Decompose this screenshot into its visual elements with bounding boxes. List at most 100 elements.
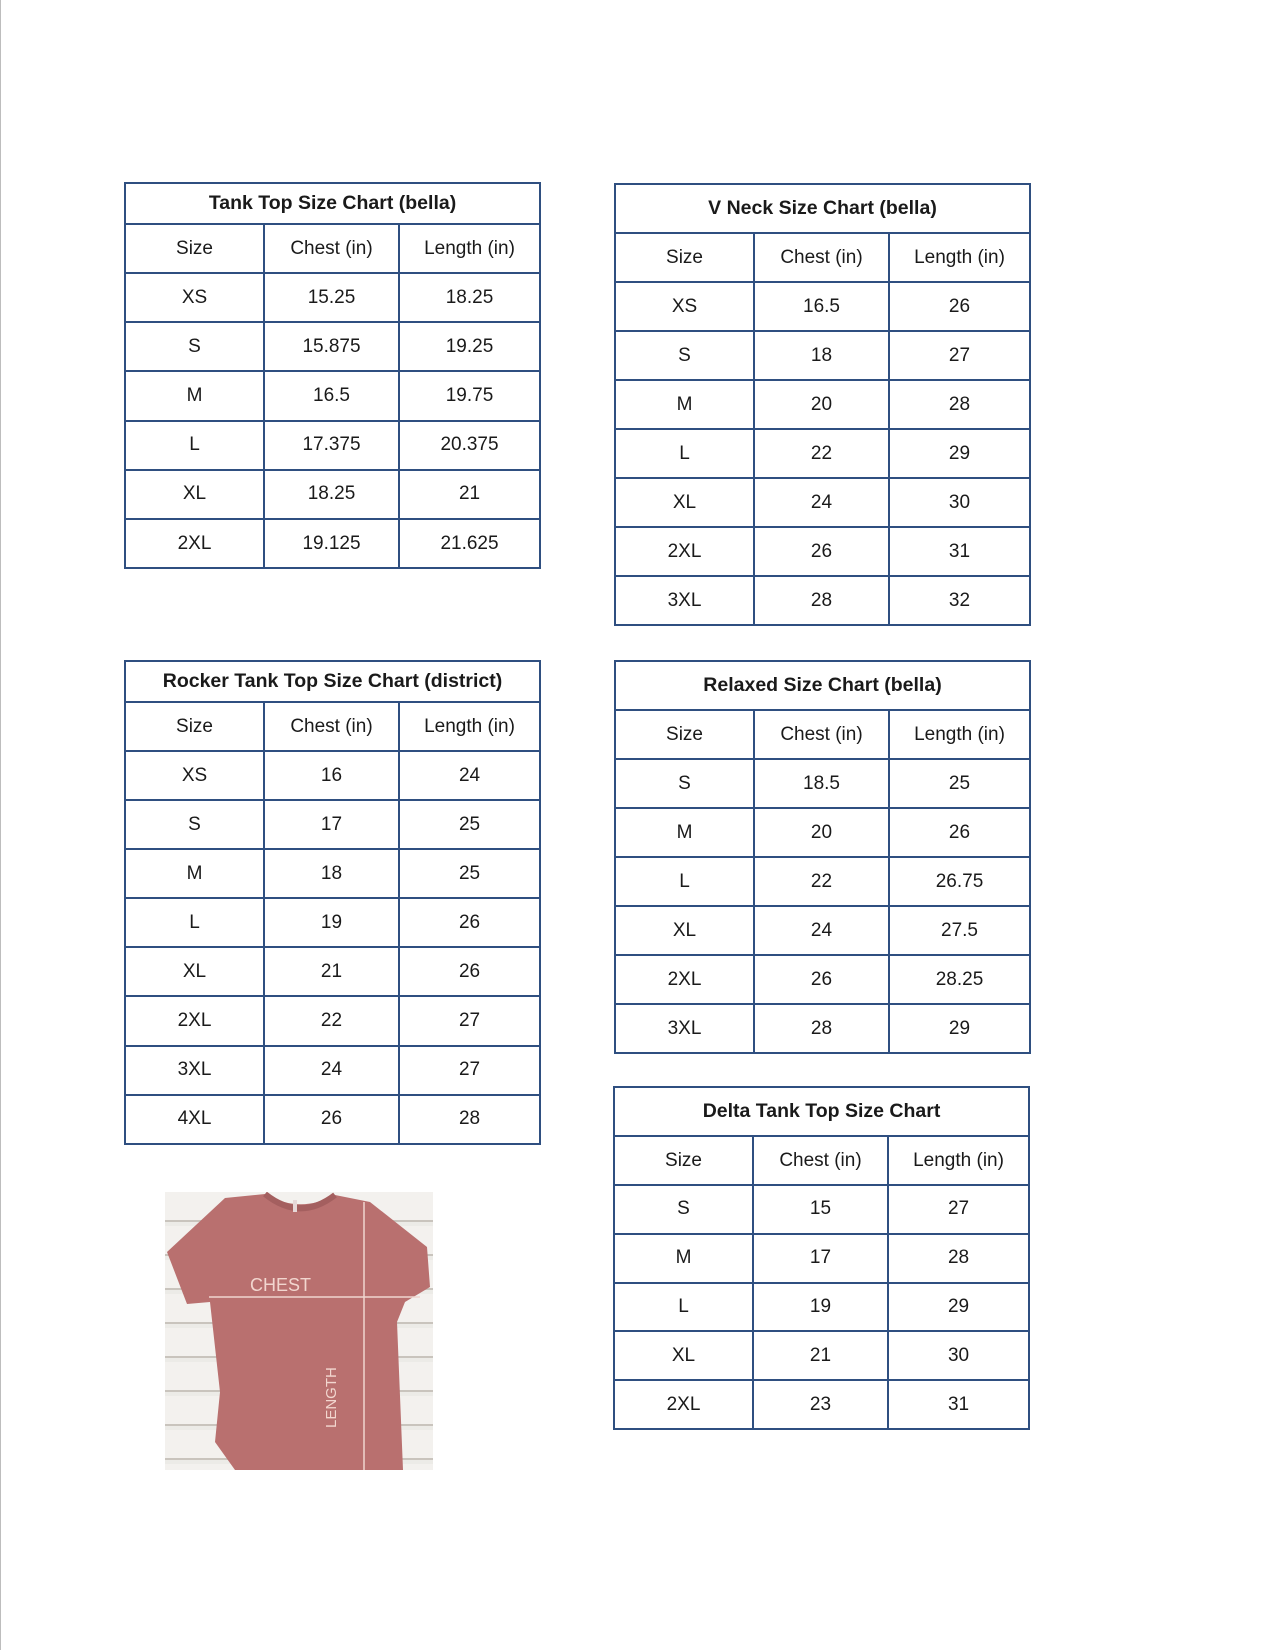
table-cell: S: [614, 330, 755, 381]
table-row: 4XL 26 28: [124, 1093, 542, 1145]
table-cell: 29: [888, 428, 1031, 479]
table-title: Relaxed Size Chart (bella): [614, 660, 1031, 711]
table-title: Delta Tank Top Size Chart: [612, 1086, 1031, 1137]
table-cell: 16.5: [753, 281, 890, 332]
column-header: Size: [614, 709, 755, 760]
table-cell: S: [614, 758, 755, 809]
header-row: Size Chest (in) Length (in): [613, 1135, 1031, 1186]
table-cell: 2XL: [124, 995, 265, 1047]
table-cell: 21.625: [397, 517, 542, 570]
table-cell: 25: [888, 758, 1031, 809]
table-cell: 22: [753, 856, 890, 907]
table-cell: L: [614, 856, 755, 907]
table-row: S 18 27: [614, 330, 1031, 381]
header-row: Size Chest (in) Length (in): [124, 701, 542, 752]
table-cell: 18: [263, 848, 400, 900]
chest-label: CHEST: [250, 1275, 312, 1295]
table-row: S 15.875 19.25: [124, 321, 542, 373]
table-cell: 26: [888, 281, 1031, 332]
table-row: XL 24 30: [614, 477, 1031, 528]
table-row: 2XL 26 28.25: [614, 954, 1031, 1005]
table-cell: 28: [888, 379, 1031, 430]
table-cell: 22: [263, 995, 400, 1047]
table-cell: 29: [888, 1003, 1031, 1054]
table-row: 2XL 23 31: [613, 1379, 1031, 1430]
table-cell: XL: [614, 905, 755, 956]
table-row: XS 15.25 18.25: [124, 271, 542, 324]
header-row: Size Chest (in) Length (in): [614, 709, 1031, 760]
table-row: L 22 29: [614, 428, 1031, 479]
table-cell: 26.75: [888, 856, 1031, 907]
table-row: 2XL 22 27: [124, 995, 542, 1047]
table-row: 2XL 26 31: [614, 526, 1031, 577]
table-cell: 20.375: [397, 419, 542, 471]
table-cell: XS: [124, 749, 265, 802]
column-header: Length (in): [397, 223, 542, 274]
table-cell: XS: [614, 281, 755, 332]
table-cell: 19: [752, 1281, 889, 1333]
table-cell: 21: [752, 1330, 889, 1382]
column-header: Length (in): [888, 232, 1031, 283]
table-cell: 18: [753, 330, 890, 381]
column-header: Length (in): [888, 709, 1031, 760]
table-cell: M: [124, 848, 265, 900]
size-chart-table: Rocker Tank Top Size Chart (district) Siz…: [123, 660, 542, 1145]
table-row: 3XL 28 29: [614, 1003, 1031, 1054]
table-cell: 24: [753, 905, 890, 956]
table-cell: 17: [752, 1232, 889, 1284]
table-cell: S: [124, 321, 265, 373]
table-cell: 26: [397, 946, 542, 998]
table-cell: 20: [753, 807, 890, 858]
table-cell: S: [613, 1184, 754, 1235]
table-row: S 15 27: [613, 1184, 1031, 1235]
table-cell: M: [614, 379, 755, 430]
table-row: M 16.5 19.75: [124, 370, 542, 422]
table-cell: 3XL: [614, 575, 755, 626]
column-header: Chest (in): [753, 709, 890, 760]
table-cell: 24: [263, 1044, 400, 1096]
table-title: Tank Top Size Chart (bella): [123, 182, 542, 225]
table-cell: 31: [886, 1379, 1031, 1430]
table-cell: 19: [263, 897, 400, 949]
table-cell: XL: [613, 1330, 754, 1382]
tshirt-measurement-image: CHEST LENGTH: [165, 1192, 433, 1470]
table-cell: 19.75: [397, 370, 542, 422]
table-row: 3XL 24 27: [124, 1044, 542, 1096]
table-row: M 20 26: [614, 807, 1031, 858]
table-cell: XL: [124, 946, 265, 998]
table-cell: M: [124, 370, 265, 422]
table-cell: S: [124, 799, 265, 851]
table-title: V Neck Size Chart (bella): [614, 183, 1031, 234]
table-cell: L: [614, 428, 755, 479]
table-cell: XL: [614, 477, 755, 528]
column-header: Chest (in): [752, 1135, 889, 1186]
table-cell: 25: [397, 799, 542, 851]
column-header: Length (in): [886, 1135, 1031, 1186]
table-cell: 3XL: [614, 1003, 755, 1054]
size-chart-table: Tank Top Size Chart (bella) Size Chest (in…: [123, 182, 542, 570]
table-cell: 15.875: [263, 321, 400, 373]
table-cell: 24: [397, 749, 542, 802]
table-cell: 15: [752, 1184, 889, 1235]
table-cell: 30: [886, 1330, 1031, 1382]
table-row: L 19 29: [613, 1281, 1031, 1333]
table-row: L 17.375 20.375: [124, 419, 542, 471]
page-edge: [0, 0, 1, 1650]
column-header: Length (in): [397, 701, 542, 752]
table-cell: 30: [888, 477, 1031, 528]
table-cell: 27: [888, 330, 1031, 381]
table-row: S 18.5 25: [614, 758, 1031, 809]
table-title: Rocker Tank Top Size Chart (district): [123, 660, 542, 703]
table-cell: 26: [753, 954, 890, 1005]
table-cell: 31: [888, 526, 1031, 577]
length-label: LENGTH: [323, 1367, 340, 1428]
table-row: XS 16 24: [124, 749, 542, 802]
column-header: Size: [124, 701, 265, 752]
table-row: M 20 28: [614, 379, 1031, 430]
table-cell: 27: [886, 1184, 1031, 1235]
table-row: 3XL 28 32: [614, 575, 1031, 626]
table-row: M 18 25: [124, 848, 542, 900]
table-cell: 21: [263, 946, 400, 998]
table-cell: 20: [753, 379, 890, 430]
table-cell: 3XL: [124, 1044, 265, 1096]
